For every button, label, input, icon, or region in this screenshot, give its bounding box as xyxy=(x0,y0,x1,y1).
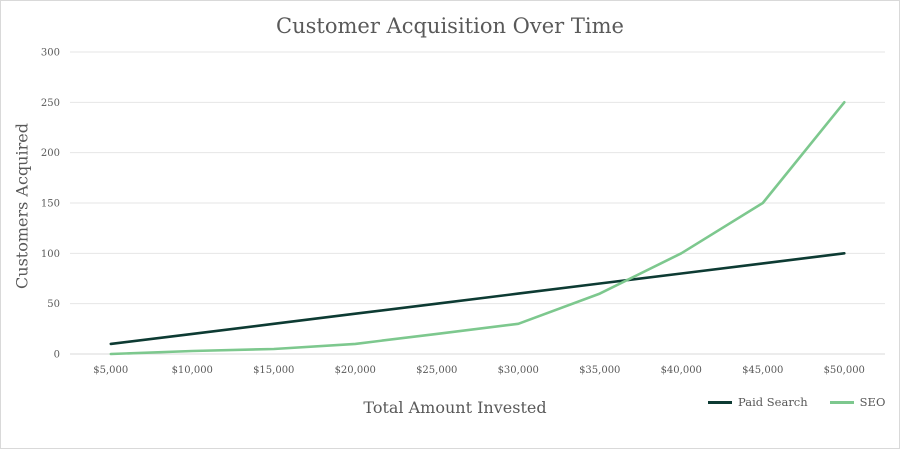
x-tick-label: $10,000 xyxy=(172,365,213,376)
x-tick-label: $30,000 xyxy=(498,365,539,376)
x-tick-label: $35,000 xyxy=(579,365,620,376)
y-tick-label: 300 xyxy=(41,48,60,59)
legend-item-paid-search: Paid Search xyxy=(708,395,808,409)
series-line-paid-search xyxy=(109,252,846,346)
series-line-seo xyxy=(109,101,846,356)
y-tick-label: 0 xyxy=(54,350,60,361)
chart-title: Customer Acquisition Over Time xyxy=(276,14,624,38)
x-tick-label: $5,000 xyxy=(93,365,128,376)
x-tick-label: $50,000 xyxy=(824,365,865,376)
legend-item-seo: SEO xyxy=(829,395,886,409)
x-tick-label: $40,000 xyxy=(661,365,702,376)
y-tick-label: 200 xyxy=(41,148,60,159)
legend-label-seo: SEO xyxy=(859,395,886,409)
x-tick-label: $20,000 xyxy=(335,365,376,376)
x-tick-label: $15,000 xyxy=(253,365,294,376)
y-tick-label: 50 xyxy=(47,299,60,310)
legend-swatch-seo xyxy=(829,400,854,404)
legend-swatch-paid-search xyxy=(708,400,732,404)
x-axis-title: Total Amount Invested xyxy=(363,398,547,417)
y-tick-label: 150 xyxy=(41,199,60,210)
x-tick-label: $25,000 xyxy=(416,365,457,376)
legend: Paid Search SEO xyxy=(708,395,885,409)
y-tick-label: 100 xyxy=(41,249,60,260)
y-tick-label: 250 xyxy=(41,98,60,109)
legend-label-paid-search: Paid Search xyxy=(738,395,808,409)
x-tick-label: $45,000 xyxy=(742,365,783,376)
